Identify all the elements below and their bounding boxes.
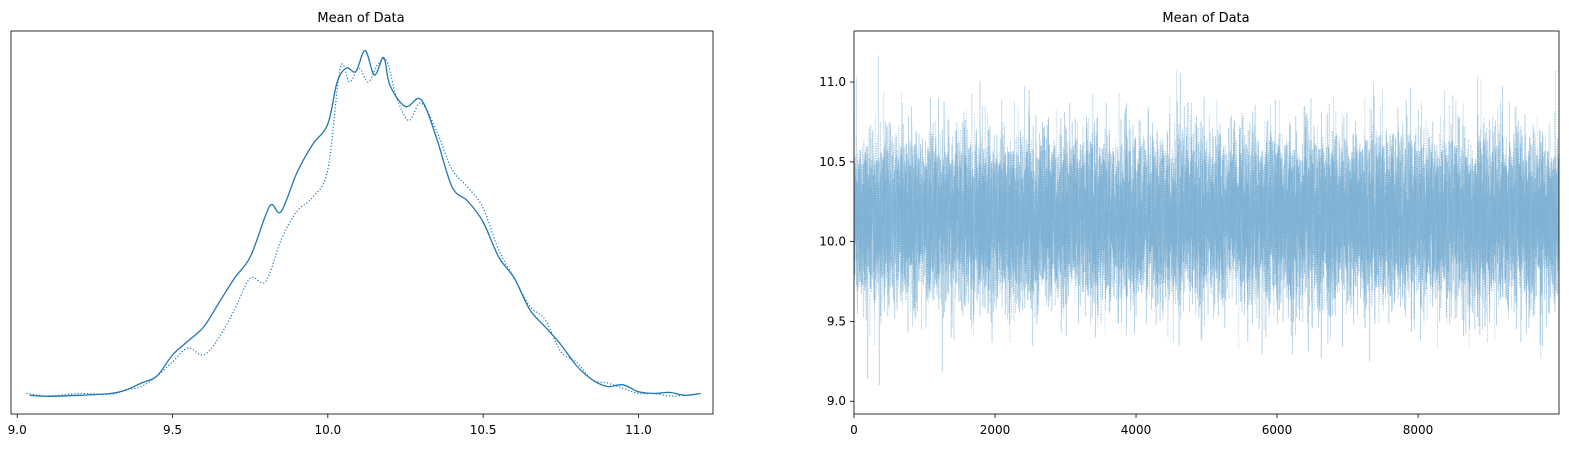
trace-plot-title: Mean of Data bbox=[1162, 11, 1249, 26]
trace-lines bbox=[854, 56, 1559, 386]
density-plot-frame bbox=[10, 30, 714, 415]
y-tick-label: 11.0 bbox=[819, 75, 846, 89]
x-tick-label: 0 bbox=[850, 423, 858, 437]
y-tick-label: 10.0 bbox=[819, 235, 846, 249]
x-tick-label: 8000 bbox=[1403, 423, 1434, 437]
x-tick-label: 6000 bbox=[1262, 423, 1293, 437]
x-tick-label: 9.5 bbox=[163, 423, 182, 437]
trace-line-dotted bbox=[854, 56, 1559, 359]
x-tick-label: 11.0 bbox=[625, 423, 652, 437]
trace-plot-frame bbox=[853, 30, 1560, 415]
density-line-solid bbox=[29, 49, 701, 397]
density-x-ticks: 9.0 9.5 10.0 10.5 11.0 bbox=[8, 414, 652, 437]
x-tick-label: 4000 bbox=[1121, 423, 1152, 437]
y-tick-label: 9.5 bbox=[827, 314, 846, 328]
trace-plot-panel: Mean of Data 0 2000 4000 6000 8000 9.0 9.5 10.… bbox=[819, 11, 1560, 437]
x-tick-label: 10.5 bbox=[470, 423, 497, 437]
x-tick-label: 10.0 bbox=[314, 423, 341, 437]
x-tick-label: 2000 bbox=[980, 423, 1011, 437]
density-plot-panel: Mean of Data 9.0 9.5 10.0 10.5 11.0 bbox=[8, 11, 714, 437]
y-tick-label: 9.0 bbox=[827, 394, 846, 408]
density-lines bbox=[26, 49, 701, 397]
x-tick-label: 9.0 bbox=[8, 423, 27, 437]
trace-x-ticks: 0 2000 4000 6000 8000 bbox=[850, 414, 1433, 437]
trace-y-ticks: 9.0 9.5 10.0 10.5 11.0 bbox=[819, 75, 854, 408]
density-line-dotted bbox=[26, 58, 686, 397]
trace-line-solid bbox=[854, 73, 1559, 386]
y-tick-label: 10.5 bbox=[819, 155, 846, 169]
density-plot-title: Mean of Data bbox=[317, 11, 404, 26]
